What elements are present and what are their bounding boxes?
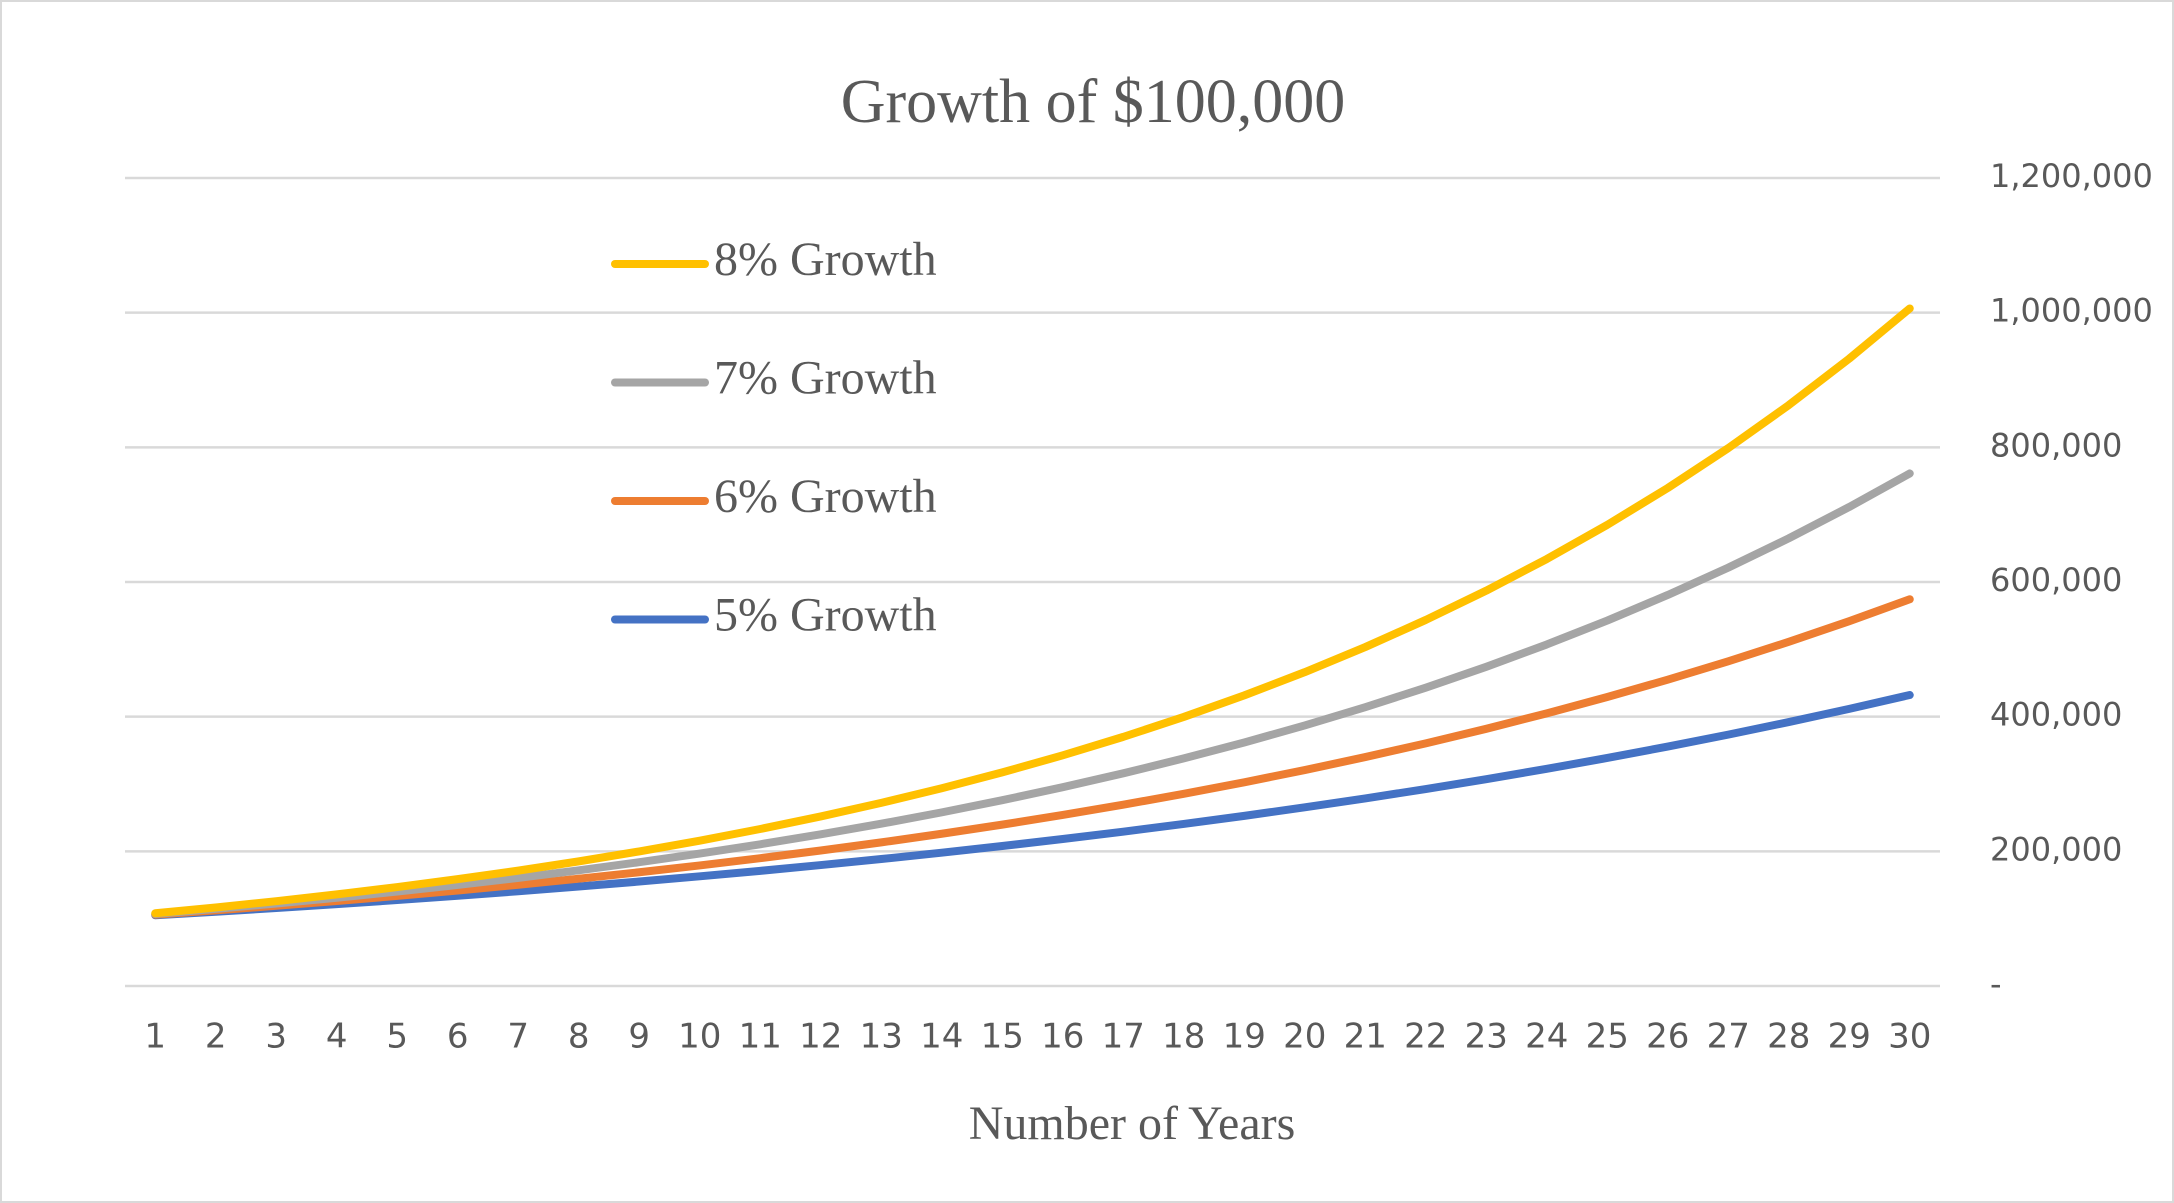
x-tick-label: 2: [205, 1017, 227, 1057]
x-tick-label: 13: [860, 1017, 903, 1057]
legend-label: 7% Growth: [714, 352, 937, 405]
x-tick-label: 26: [1646, 1017, 1689, 1057]
series-line: [151, 469, 1914, 918]
x-tick-label: 7: [507, 1017, 529, 1057]
x-tick-label: 24: [1525, 1017, 1568, 1057]
x-tick-label: 25: [1586, 1017, 1629, 1057]
y-tick-label: 600,000: [1990, 561, 2122, 599]
x-tick-label: 14: [920, 1017, 963, 1057]
y-tick-label: -: [1990, 965, 2002, 1003]
x-tick-label: 17: [1102, 1017, 1145, 1057]
x-tick-label: 10: [678, 1017, 721, 1057]
x-tick-label: 15: [981, 1017, 1024, 1057]
legend-label: 6% Growth: [714, 470, 937, 523]
x-tick-label: 16: [1041, 1017, 1084, 1057]
x-tick-label: 3: [265, 1017, 287, 1057]
x-tick-label: 28: [1767, 1017, 1810, 1057]
x-tick-label: 1: [144, 1017, 166, 1057]
y-tick-label: 1,200,000: [1990, 157, 2153, 195]
x-tick-label: 27: [1707, 1017, 1750, 1057]
x-tick-label: 29: [1828, 1017, 1871, 1057]
chart-title: Growth of $100,000: [841, 68, 1346, 136]
x-axis-title: Number of Years: [969, 1097, 1296, 1150]
y-tick-label: 200,000: [1990, 830, 2122, 868]
y-tick-label: 400,000: [1990, 696, 2122, 734]
x-tick-label: 23: [1465, 1017, 1508, 1057]
x-tick-label: 30: [1888, 1017, 1931, 1057]
x-tick-label: 22: [1404, 1017, 1447, 1057]
x-tick-label: 9: [628, 1017, 650, 1057]
x-tick-label: 19: [1223, 1017, 1266, 1057]
x-tick-label: 18: [1162, 1017, 1205, 1057]
y-tick-label: 1,000,000: [1990, 292, 2153, 330]
x-tick-label: 6: [447, 1017, 469, 1057]
legend-label: 5% Growth: [714, 589, 937, 642]
series-line: [151, 595, 1914, 919]
x-tick-label: 5: [386, 1017, 408, 1057]
series-line: [151, 304, 1914, 918]
series-line: [151, 690, 1914, 920]
x-tick-label: 11: [739, 1017, 782, 1057]
y-tick-label: 800,000: [1990, 426, 2122, 464]
x-tick-label: 12: [799, 1017, 842, 1057]
x-tick-label: 20: [1283, 1017, 1326, 1057]
x-tick-label: 8: [568, 1017, 590, 1057]
x-tick-label: 21: [1344, 1017, 1387, 1057]
legend-label: 8% Growth: [714, 233, 937, 286]
x-tick-label: 4: [326, 1017, 348, 1057]
